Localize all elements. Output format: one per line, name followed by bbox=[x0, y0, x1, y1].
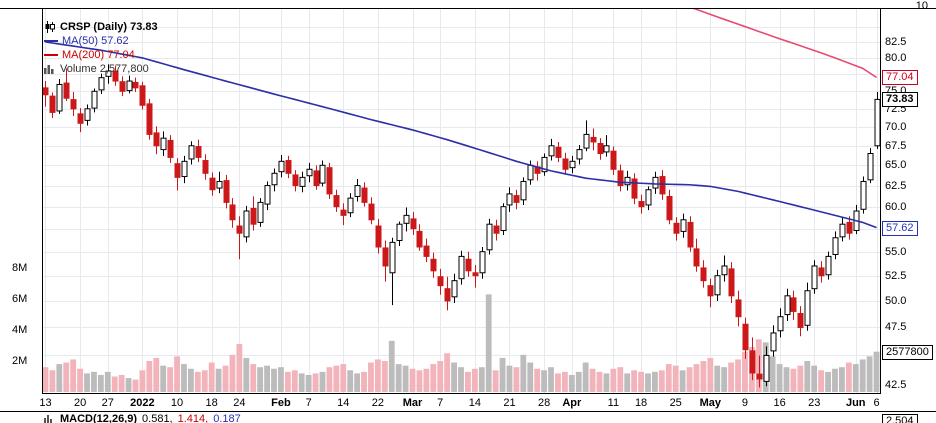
legend-volume-row: Volume 2,577,800 bbox=[44, 62, 158, 76]
price-axis-label: 55.0 bbox=[885, 245, 907, 258]
date-axis-label: Jun bbox=[845, 397, 866, 409]
macd-value-2: 1.414, bbox=[177, 413, 209, 423]
legend-symbol-row: CRSP (Daily) 73.83 bbox=[44, 20, 158, 34]
symbol-title: CRSP (Daily) 73.83 bbox=[60, 21, 158, 33]
histogram-icon bbox=[44, 414, 55, 423]
price-axis-label: 42.5 bbox=[885, 379, 907, 391]
date-axis-label: May bbox=[699, 397, 722, 409]
ma200-line-swatch bbox=[44, 54, 58, 56]
date-axis-label: 25 bbox=[669, 397, 682, 409]
date-axis-label: 7 bbox=[437, 397, 444, 409]
date-axis-label: 18 bbox=[634, 397, 648, 409]
price-axis-label: 70.0 bbox=[885, 120, 907, 133]
ma200-label: MA(200) 77.04 bbox=[62, 49, 135, 61]
price-axis-label: 65.0 bbox=[885, 159, 907, 172]
date-axis-label: 18 bbox=[205, 397, 218, 409]
date-axis-label: 24 bbox=[233, 397, 246, 409]
date-axis-label: 2022 bbox=[130, 397, 155, 409]
ma50-line-swatch bbox=[44, 40, 58, 42]
volume-icon bbox=[44, 64, 56, 74]
macd-value-box: 2.504 bbox=[882, 414, 918, 423]
date-axis-label: 7 bbox=[305, 397, 312, 409]
volume-label: Volume 2,577,800 bbox=[60, 63, 149, 75]
date-axis-label: 28 bbox=[537, 397, 551, 409]
chart-legend: CRSP (Daily) 73.83 MA(50) 57.62 MA(200) … bbox=[44, 20, 158, 76]
date-axis-label: 13 bbox=[39, 397, 52, 409]
legend-ma200-row: MA(200) 77.04 bbox=[44, 48, 158, 62]
date-axis-label: 14 bbox=[468, 397, 481, 409]
macd-label: MACD(12,26,9) bbox=[60, 413, 138, 423]
volume-axis-label: 8M bbox=[12, 262, 28, 274]
date-axis-label: Feb bbox=[271, 397, 291, 409]
price-axis-label: 60.0 bbox=[885, 200, 907, 213]
legend-ma50-row: MA(50) 57.62 bbox=[44, 34, 158, 48]
ma200-value-box: 77.04 bbox=[882, 70, 918, 86]
date-axis-label: 6 bbox=[873, 397, 880, 409]
date-axis-label: 9 bbox=[741, 397, 748, 409]
volume-value-box: 2577800 bbox=[882, 345, 933, 361]
volume-axis-label: 4M bbox=[12, 324, 28, 336]
date-axis-label: 11 bbox=[607, 397, 620, 409]
macd-legend: MACD(12,26,9) 0.581, 1.414, 0.187 bbox=[44, 413, 241, 423]
date-axis-label: 16 bbox=[773, 397, 786, 409]
price-axis-label: 80.0 bbox=[885, 51, 907, 64]
volume-axis-label: 6M bbox=[12, 293, 28, 305]
candlestick-icon bbox=[44, 21, 56, 33]
date-axis-label: 14 bbox=[337, 397, 350, 409]
date-axis-label: 20 bbox=[73, 397, 87, 409]
price-axis-label: 52.5 bbox=[885, 269, 907, 282]
ma50-label: MA(50) 57.62 bbox=[62, 35, 129, 47]
macd-value-3: 0.187 bbox=[213, 413, 241, 423]
date-axis-label: 10 bbox=[170, 397, 184, 409]
price-axis-label: 50.0 bbox=[885, 294, 907, 307]
ma50-value-box: 57.62 bbox=[882, 220, 918, 236]
price-axis-label: 82.5 bbox=[885, 36, 907, 48]
price-axis-label: 47.5 bbox=[885, 321, 907, 334]
price-axis-label: 62.5 bbox=[885, 179, 907, 192]
macd-value-1: 0.581, bbox=[142, 413, 173, 423]
date-axis-label: 21 bbox=[503, 397, 516, 409]
date-axis-label: Apr bbox=[562, 397, 582, 409]
date-axis-label: 27 bbox=[101, 397, 114, 409]
volume-axis-label: 2M bbox=[12, 355, 28, 367]
date-axis-label: 23 bbox=[808, 397, 821, 409]
upper-panel-axis-label: 10 bbox=[915, 0, 928, 12]
price-axis-label: 67.5 bbox=[885, 139, 907, 152]
date-axis-label: Mar bbox=[402, 397, 423, 409]
date-axis-label: 22 bbox=[371, 397, 385, 409]
last-price-box: 73.83 bbox=[882, 92, 918, 108]
